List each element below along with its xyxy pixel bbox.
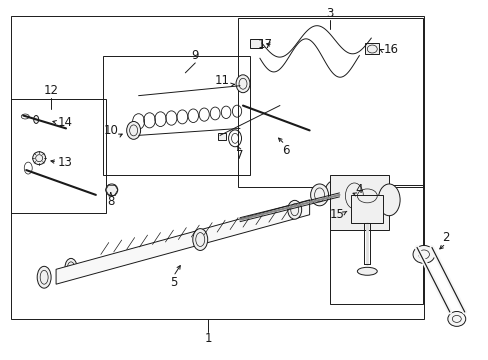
Text: 13: 13 — [58, 156, 72, 168]
Bar — [218, 133, 225, 140]
Bar — [329, 175, 388, 230]
Ellipse shape — [65, 258, 77, 276]
Ellipse shape — [310, 184, 328, 206]
Text: 1: 1 — [204, 332, 211, 345]
Bar — [249, 39, 262, 48]
Text: 17: 17 — [257, 37, 272, 50]
Bar — [238, 18, 422, 187]
Text: 4: 4 — [355, 184, 363, 197]
Bar — [102, 56, 249, 175]
Text: 6: 6 — [282, 144, 289, 157]
Ellipse shape — [105, 184, 118, 196]
Text: 16: 16 — [383, 42, 398, 55]
Text: 7: 7 — [236, 149, 244, 162]
Bar — [11, 99, 105, 213]
Ellipse shape — [236, 75, 249, 93]
Ellipse shape — [192, 229, 207, 251]
Ellipse shape — [377, 184, 399, 216]
Ellipse shape — [412, 246, 434, 264]
Text: 8: 8 — [107, 195, 114, 208]
Ellipse shape — [37, 266, 51, 288]
Ellipse shape — [126, 121, 141, 139]
Text: 15: 15 — [329, 208, 344, 221]
Text: 14: 14 — [58, 116, 72, 129]
Ellipse shape — [33, 152, 45, 165]
Text: 5: 5 — [169, 276, 177, 289]
Bar — [11, 16, 423, 319]
Ellipse shape — [447, 311, 465, 327]
Polygon shape — [56, 200, 309, 284]
Text: 11: 11 — [214, 74, 229, 87]
Ellipse shape — [34, 116, 39, 123]
Text: 12: 12 — [43, 84, 59, 97]
Ellipse shape — [287, 201, 301, 219]
Text: 10: 10 — [103, 124, 118, 137]
Text: 9: 9 — [191, 49, 199, 63]
Text: 2: 2 — [441, 231, 448, 244]
Ellipse shape — [357, 267, 376, 275]
Bar — [329, 185, 422, 304]
Bar — [351, 195, 383, 223]
Ellipse shape — [325, 179, 353, 201]
Bar — [365, 43, 379, 54]
Text: 3: 3 — [325, 7, 332, 20]
